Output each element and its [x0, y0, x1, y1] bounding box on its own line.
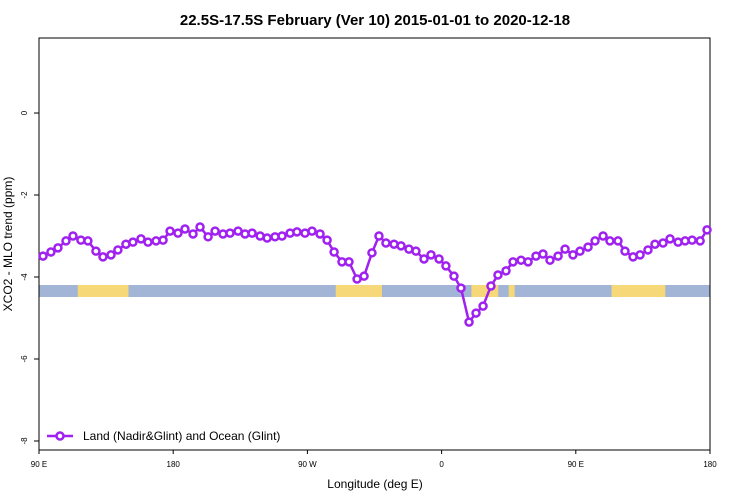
point	[315, 229, 325, 239]
point	[113, 245, 123, 255]
point	[277, 231, 287, 241]
point	[136, 234, 146, 244]
point	[590, 236, 600, 246]
point	[486, 281, 496, 291]
point	[247, 228, 257, 238]
point	[620, 246, 630, 256]
point	[419, 254, 429, 264]
point	[396, 241, 406, 251]
point	[128, 237, 138, 247]
point	[635, 250, 645, 260]
point	[158, 235, 168, 245]
y-tick-label: -2	[20, 191, 29, 199]
point	[46, 247, 56, 257]
point	[643, 245, 653, 255]
y-tick-label: 0	[20, 110, 29, 115]
y-axis-label: XCO2 - MLO trend (ppm)	[1, 177, 15, 312]
chart-title: 22.5S-17.5S February (Ver 10) 2015-01-01…	[180, 12, 570, 29]
point	[613, 236, 623, 246]
legend-label: Land (Nadir&Glint) and Ocean (Glint)	[83, 429, 280, 443]
point	[538, 249, 548, 259]
point	[493, 270, 503, 280]
point	[508, 257, 518, 267]
point	[553, 251, 563, 261]
point	[501, 266, 511, 276]
point	[575, 246, 585, 256]
point	[367, 248, 377, 258]
point	[165, 226, 175, 236]
point	[471, 308, 481, 318]
point	[180, 224, 190, 234]
point	[195, 222, 205, 232]
point	[143, 237, 153, 247]
point	[411, 246, 421, 256]
point	[687, 235, 697, 245]
point	[583, 242, 593, 252]
point	[322, 235, 332, 245]
land-band	[611, 285, 666, 297]
point	[523, 257, 533, 267]
point	[61, 236, 71, 246]
point	[434, 254, 444, 264]
point	[106, 250, 116, 260]
point	[560, 244, 570, 254]
point	[441, 261, 451, 271]
point	[426, 250, 436, 260]
point	[38, 251, 48, 261]
point	[262, 233, 272, 243]
point	[83, 236, 93, 246]
y-tick-label: -8	[20, 437, 29, 445]
point	[568, 250, 578, 260]
point	[605, 236, 615, 246]
point	[598, 231, 608, 241]
point	[210, 226, 220, 236]
point	[702, 225, 712, 235]
point	[658, 238, 668, 248]
point	[329, 247, 339, 257]
point	[381, 238, 391, 248]
land-band	[508, 285, 515, 297]
x-tick-label: 180	[703, 460, 717, 469]
point	[307, 226, 317, 236]
point	[665, 234, 675, 244]
land-band	[335, 285, 382, 297]
x-tick-label: 90 E	[31, 460, 47, 469]
y-tick-label: -4	[20, 273, 29, 281]
point	[68, 231, 78, 241]
x-tick-label: 0	[439, 460, 444, 469]
x-tick-label: 90 E	[568, 460, 584, 469]
land-band	[77, 285, 129, 297]
point	[464, 317, 474, 327]
point	[53, 243, 63, 253]
point	[650, 239, 660, 249]
point	[449, 271, 459, 281]
point	[173, 228, 183, 238]
point	[203, 232, 213, 242]
point	[344, 257, 354, 267]
point	[188, 229, 198, 239]
point	[695, 236, 705, 246]
point	[456, 283, 466, 293]
point	[478, 301, 488, 311]
point	[374, 231, 384, 241]
x-axis-label: Longitude (deg E)	[327, 477, 422, 491]
point	[545, 255, 555, 265]
point	[225, 228, 235, 238]
x-tick-label: 90 W	[298, 460, 317, 469]
plot-frame	[38, 37, 711, 451]
y-tick-label: -6	[20, 355, 29, 363]
point	[292, 227, 302, 237]
point	[98, 252, 108, 262]
legend-marker	[55, 431, 65, 441]
x-tick-label: 180	[167, 460, 181, 469]
point	[91, 246, 101, 256]
point	[359, 271, 369, 281]
